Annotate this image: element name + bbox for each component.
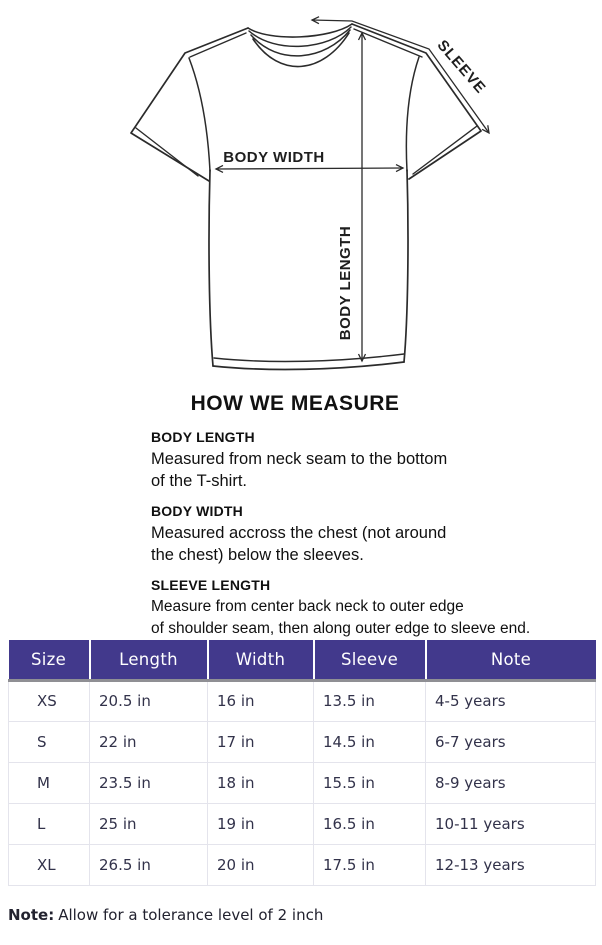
sleeve-length-section: SLEEVE LENGTH Measure from center back n… — [151, 577, 581, 640]
body-width-measure-arrow — [214, 163, 405, 174]
col-header-sleeve: Sleeve — [312, 640, 426, 680]
body-length-label: BODY LENGTH — [337, 226, 354, 340]
body-length-section: BODY LENGTH Measured from neck seam to t… — [151, 429, 581, 492]
body-width-label: BODY WIDTH — [223, 149, 324, 166]
col-header-width: Width — [206, 640, 314, 680]
table-row-xs: XS 20.5 in 16 in 13.5 in 4-5 years — [8, 679, 596, 722]
cell-note: 8-9 years — [425, 761, 596, 804]
cell-sleeve: 16.5 in — [313, 802, 426, 845]
table-header-row: Size Length Width Sleeve Note — [8, 640, 596, 680]
cell-note: 4-5 years — [425, 679, 596, 722]
tolerance-note-label: Note: — [8, 906, 55, 924]
sleeve-length-heading: SLEEVE LENGTH — [151, 577, 271, 593]
body-width-text: Measured accross the chest (not around t… — [151, 524, 447, 564]
cell-size: S — [8, 720, 90, 763]
body-length-heading: BODY LENGTH — [151, 429, 255, 445]
sleeve-measure-arrow — [310, 16, 490, 135]
measurement-lines — [214, 16, 490, 363]
how-we-measure-title: HOW WE MEASURE — [190, 392, 400, 415]
measure-descriptions: BODY LENGTH Measured from neck seam to t… — [151, 429, 581, 651]
table-row-xl: XL 26.5 in 20 in 17.5 in 12-13 years — [8, 843, 596, 886]
cell-length: 25 in — [89, 802, 208, 845]
tshirt-measure-diagram: SLEEVE BODY WIDTH BODY LENGTH — [0, 0, 602, 388]
cell-length: 23.5 in — [89, 761, 208, 804]
tolerance-note: Note: Allow for a tolerance level of 2 in… — [8, 906, 323, 924]
cell-note: 12-13 years — [425, 843, 596, 886]
cell-note: 10-11 years — [425, 802, 596, 845]
col-header-length: Length — [88, 640, 208, 680]
cell-length: 22 in — [89, 720, 208, 763]
table-row-s: S 22 in 17 in 14.5 in 6-7 years — [8, 720, 596, 763]
cell-size: XS — [8, 679, 90, 722]
body-width-section: BODY WIDTH Measured accross the chest (n… — [151, 503, 581, 566]
cell-size: XL — [8, 843, 90, 886]
size-table: Size Length Width Sleeve Note XS 20.5 in… — [8, 640, 596, 886]
tolerance-note-text: Allow for a tolerance level of 2 inch — [58, 906, 324, 924]
tshirt-line-art: SLEEVE BODY WIDTH BODY LENGTH — [130, 16, 490, 371]
tshirt-outline — [130, 23, 482, 371]
cell-width: 20 in — [207, 843, 314, 886]
cell-size: M — [8, 761, 90, 804]
cell-length: 20.5 in — [89, 679, 208, 722]
col-header-note: Note — [424, 640, 596, 680]
cell-width: 17 in — [207, 720, 314, 763]
table-row-l: L 25 in 19 in 16.5 in 10-11 years — [8, 802, 596, 845]
cell-size: L — [8, 802, 90, 845]
cell-note: 6-7 years — [425, 720, 596, 763]
cell-width: 18 in — [207, 761, 314, 804]
cell-width: 16 in — [207, 679, 314, 722]
cell-sleeve: 13.5 in — [313, 679, 426, 722]
cell-length: 26.5 in — [89, 843, 208, 886]
sleeve-length-text: Measure from center back neck to outer e… — [151, 598, 531, 637]
col-header-size: Size — [8, 640, 90, 680]
table-row-m: M 23.5 in 18 in 15.5 in 8-9 years — [8, 761, 596, 804]
body-length-text: Measured from neck seam to the bottom of… — [151, 450, 448, 490]
body-width-heading: BODY WIDTH — [151, 503, 243, 519]
cell-sleeve: 15.5 in — [313, 761, 426, 804]
cell-width: 19 in — [207, 802, 314, 845]
cell-sleeve: 17.5 in — [313, 843, 426, 886]
cell-sleeve: 14.5 in — [313, 720, 426, 763]
